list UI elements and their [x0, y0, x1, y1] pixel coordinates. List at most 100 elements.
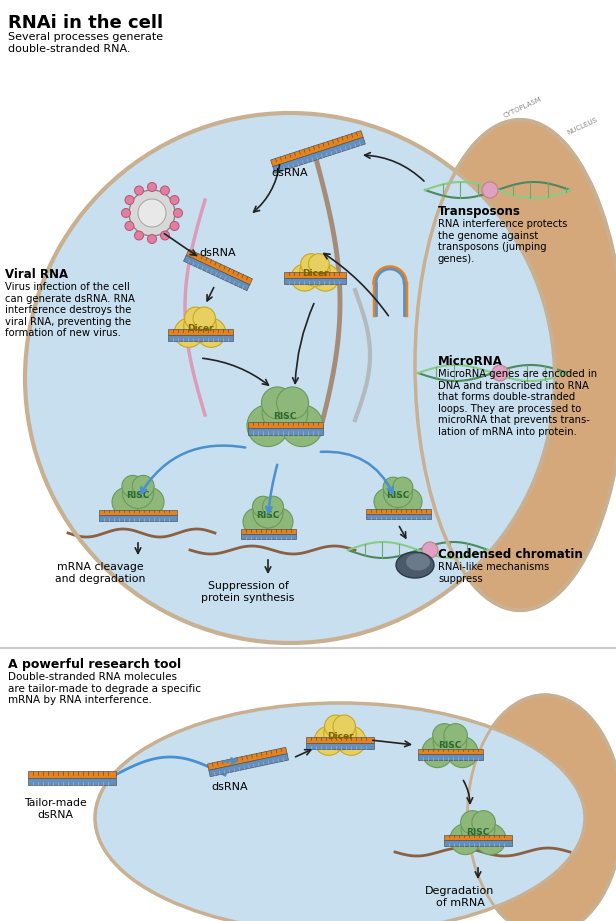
Ellipse shape — [406, 554, 430, 570]
Circle shape — [161, 231, 169, 240]
Circle shape — [265, 508, 293, 535]
Circle shape — [433, 726, 467, 759]
Circle shape — [197, 319, 225, 347]
Ellipse shape — [468, 695, 616, 921]
FancyBboxPatch shape — [28, 771, 116, 778]
Circle shape — [138, 199, 166, 227]
Circle shape — [112, 487, 140, 516]
Circle shape — [170, 221, 179, 230]
Circle shape — [324, 717, 356, 750]
Circle shape — [291, 264, 318, 291]
Text: mRNA cleavage
and degradation: mRNA cleavage and degradation — [55, 562, 145, 584]
Text: Viral RNA: Viral RNA — [5, 268, 68, 281]
FancyBboxPatch shape — [99, 509, 177, 515]
Text: Transposons: Transposons — [438, 205, 521, 218]
FancyBboxPatch shape — [270, 131, 363, 167]
Text: MicroRNA genes are encoded in
DNA and transcribed into RNA
that forms double-str: MicroRNA genes are encoded in DNA and tr… — [438, 369, 597, 437]
FancyBboxPatch shape — [248, 422, 323, 428]
FancyBboxPatch shape — [0, 0, 616, 648]
Ellipse shape — [396, 552, 434, 578]
Text: A powerful research tool: A powerful research tool — [8, 658, 181, 671]
Text: dsRNA: dsRNA — [212, 782, 248, 792]
Text: RNAi in the cell: RNAi in the cell — [8, 14, 163, 32]
FancyBboxPatch shape — [208, 747, 287, 770]
Text: dsRNA: dsRNA — [272, 168, 309, 178]
Circle shape — [461, 810, 484, 834]
FancyBboxPatch shape — [444, 834, 512, 840]
Circle shape — [374, 488, 400, 515]
FancyBboxPatch shape — [168, 329, 232, 335]
FancyBboxPatch shape — [418, 754, 482, 760]
FancyBboxPatch shape — [273, 137, 365, 173]
Circle shape — [161, 186, 169, 195]
Circle shape — [136, 487, 164, 516]
FancyBboxPatch shape — [240, 534, 296, 539]
Circle shape — [134, 186, 144, 195]
Circle shape — [134, 231, 144, 240]
Ellipse shape — [415, 120, 616, 610]
FancyBboxPatch shape — [248, 428, 323, 435]
Text: Dicer: Dicer — [187, 324, 213, 333]
Circle shape — [184, 309, 216, 342]
Circle shape — [336, 727, 366, 755]
FancyBboxPatch shape — [284, 278, 346, 284]
FancyBboxPatch shape — [365, 509, 431, 514]
Circle shape — [314, 727, 343, 755]
FancyBboxPatch shape — [284, 272, 346, 278]
FancyBboxPatch shape — [365, 514, 431, 519]
Text: Several processes generate
double-stranded RNA.: Several processes generate double-strand… — [8, 32, 163, 53]
Circle shape — [300, 256, 330, 286]
FancyBboxPatch shape — [28, 778, 116, 785]
Circle shape — [475, 823, 506, 855]
Circle shape — [174, 319, 203, 347]
Text: Double-stranded RNA molecules
are tailor-made to degrade a specific
mRNA by RNA : Double-stranded RNA molecules are tailor… — [8, 672, 201, 705]
FancyBboxPatch shape — [418, 749, 482, 754]
Circle shape — [277, 387, 309, 419]
Circle shape — [147, 235, 156, 243]
Circle shape — [492, 365, 508, 381]
Text: Virus infection of the cell
can generate dsRNA. RNA
interference destroys the
vi: Virus infection of the cell can generate… — [5, 282, 135, 338]
FancyBboxPatch shape — [240, 529, 296, 534]
Text: CYTOPLASM: CYTOPLASM — [503, 96, 543, 119]
Text: Dicer: Dicer — [302, 269, 328, 278]
Circle shape — [123, 477, 153, 508]
Text: MicroRNA: MicroRNA — [438, 355, 503, 368]
Circle shape — [333, 715, 355, 738]
Circle shape — [125, 221, 134, 230]
Circle shape — [121, 208, 131, 217]
Circle shape — [383, 477, 403, 497]
Text: Condensed chromatin: Condensed chromatin — [438, 548, 583, 561]
Circle shape — [253, 496, 274, 518]
Text: RISC: RISC — [256, 511, 280, 520]
FancyBboxPatch shape — [306, 743, 374, 749]
Circle shape — [125, 195, 134, 204]
Circle shape — [393, 477, 413, 497]
Circle shape — [444, 724, 468, 747]
Circle shape — [461, 812, 495, 846]
FancyBboxPatch shape — [184, 255, 249, 291]
Text: Suppression of
protein synthesis: Suppression of protein synthesis — [201, 581, 294, 602]
Circle shape — [309, 253, 330, 274]
Circle shape — [170, 195, 179, 204]
Circle shape — [450, 823, 481, 855]
Circle shape — [301, 253, 322, 274]
Circle shape — [122, 475, 144, 497]
Text: RISC: RISC — [386, 491, 410, 500]
Circle shape — [253, 498, 283, 528]
Text: NUCLEUS: NUCLEUS — [566, 117, 598, 136]
Circle shape — [422, 737, 453, 767]
Circle shape — [147, 182, 156, 192]
Circle shape — [262, 496, 283, 518]
Circle shape — [185, 307, 207, 330]
Circle shape — [174, 208, 182, 217]
FancyBboxPatch shape — [186, 250, 253, 285]
Circle shape — [312, 264, 339, 291]
FancyBboxPatch shape — [168, 335, 232, 341]
Text: Dicer: Dicer — [326, 732, 354, 741]
Circle shape — [447, 737, 478, 767]
Text: RISC: RISC — [274, 412, 297, 421]
Circle shape — [422, 542, 438, 558]
Text: Tailor-made
dsRNA: Tailor-made dsRNA — [23, 798, 86, 820]
Circle shape — [132, 475, 154, 497]
Circle shape — [247, 405, 289, 447]
